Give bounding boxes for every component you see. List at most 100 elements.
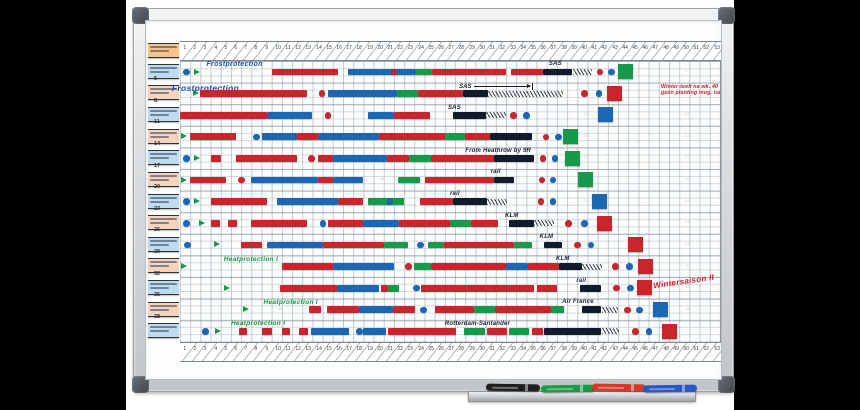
board-surface: 5 8 11 14 17 20 23 26 29 32 35 38 1 2 3 4 5 6 7 8 9 10 11 12 13… <box>145 20 722 380</box>
strip-segment-red <box>387 328 457 335</box>
strip-segment-red <box>386 155 410 162</box>
strip-block-dark <box>582 306 601 314</box>
week-label-text: 51 <box>693 346 700 352</box>
grid-guide-number: 35 <box>685 284 690 290</box>
week-label-text: 18 <box>356 346 363 352</box>
row-label-card <box>148 280 179 295</box>
arrow-end-bar <box>531 83 533 90</box>
grid-guide-number: 14 <box>583 132 588 138</box>
magnet-dot-red <box>510 111 517 119</box>
grid-guide-number: 8 <box>685 89 688 95</box>
triangle-marker-green <box>194 198 201 205</box>
grid-guide-number: 38 <box>277 305 283 311</box>
row-number: 17 <box>154 162 161 169</box>
block-annotation-text: Rotterdam-Santander <box>444 320 511 327</box>
hatched-marking <box>601 328 620 335</box>
row-label-card <box>148 150 179 166</box>
magnet-dot-red <box>624 306 631 314</box>
strip-segment-red <box>251 219 308 227</box>
planner-header-card <box>148 43 179 58</box>
triangle-marker-green <box>223 284 230 291</box>
magnet-dot-blue <box>413 284 420 292</box>
magnet-dot-blue <box>202 328 209 335</box>
strip-segment-red <box>465 133 490 141</box>
strip-segment-green <box>550 306 565 314</box>
strip-segment-red <box>434 306 475 314</box>
week-label-text: 4 <box>213 45 217 51</box>
strip-segment-red <box>210 198 267 206</box>
strip-segment-red <box>443 241 515 249</box>
strip-segment-blue <box>348 68 417 76</box>
triangle-marker-green <box>194 154 201 161</box>
week-label-text: 35 <box>530 346 536 352</box>
strip-segment-red <box>378 133 445 141</box>
week-label-text: 37 <box>550 346 557 352</box>
week-label-text: 36 <box>540 346 547 352</box>
strip-segment-red <box>486 328 508 335</box>
strip-segment-red <box>494 306 551 314</box>
week-label-text: 53 <box>713 346 720 352</box>
strip-segment-blue <box>327 90 398 97</box>
week-label-text: 51 <box>693 45 700 51</box>
strip-segment-red <box>317 155 333 162</box>
week-label-text: 31 <box>489 346 496 352</box>
week-label-text: 3 <box>203 45 207 51</box>
magnet-square-red <box>638 258 654 274</box>
strip-segment-green <box>427 241 444 249</box>
week-label-text: 16 <box>336 346 342 352</box>
week-label-text: 31 <box>489 45 496 51</box>
illegible-text-line <box>150 114 169 117</box>
illegible-text-line <box>150 110 177 113</box>
strip-segment-red <box>337 198 364 206</box>
illegible-text-line <box>150 200 169 203</box>
block-annotation-text: KLM <box>539 234 554 241</box>
strip-segment-red <box>392 306 416 314</box>
magnet-dot-blue <box>607 68 615 76</box>
week-label-text: 7 <box>244 346 248 352</box>
row-label-card <box>148 193 179 209</box>
illegible-text-line <box>150 174 177 177</box>
block-annotation-text: rail <box>450 191 460 198</box>
strip-segment-red <box>418 90 464 97</box>
triangle-marker-green <box>199 219 206 226</box>
week-label-text: 1 <box>183 45 187 51</box>
strip-segment-green <box>414 263 431 270</box>
week-label-text: 23 <box>407 346 414 352</box>
week-label-text: 7 <box>244 45 248 51</box>
strip-segment-green <box>398 176 421 184</box>
week-label-text: 41 <box>591 346 598 352</box>
week-label-text: 43 <box>611 346 618 352</box>
strip-segment-red <box>236 155 298 162</box>
handwritten-note-line: geen planting mog. na wk. 40 <box>660 90 722 97</box>
week-label-text: 18 <box>356 45 363 51</box>
illegible-text-line <box>150 196 177 199</box>
strip-segment-red <box>190 133 237 141</box>
grid-guide-number: 20 <box>685 176 690 182</box>
grid-guide-number: 14 <box>685 132 690 138</box>
week-label-text: 5 <box>224 45 227 51</box>
arrow-annotation-text: SAS <box>459 83 472 90</box>
row-number: 35 <box>154 292 161 299</box>
illegible-text-line <box>150 157 169 160</box>
grid-guide-number: 29 <box>685 240 690 246</box>
week-label-text: 27 <box>448 45 455 51</box>
magnet-dot-red <box>632 328 639 335</box>
week-label-text: 15 <box>326 346 332 352</box>
row-number: 5 <box>154 76 158 83</box>
week-label-text: 33 <box>509 346 516 352</box>
magnet-dot-blue <box>587 241 595 249</box>
grid-guide-number: 17 <box>685 154 690 160</box>
handwritten-annotation: Heatprotection I <box>230 320 286 328</box>
strip-segment-green <box>368 198 405 206</box>
illegible-text-line <box>150 304 177 307</box>
magnet-dot-blue <box>417 241 424 249</box>
week-label-text: 46 <box>642 45 649 51</box>
week-label-text: 47 <box>652 346 659 352</box>
week-label-text: 43 <box>611 45 618 51</box>
week-label-text: 32 <box>499 45 506 51</box>
strip-segment-blue <box>311 328 350 335</box>
strip-segment-green <box>509 328 530 335</box>
week-label-text: 44 <box>622 346 628 352</box>
strip-segment-blue <box>506 263 529 270</box>
illegible-text-line <box>150 131 177 134</box>
